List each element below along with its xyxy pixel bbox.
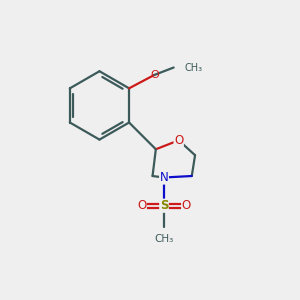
Text: S: S [160,199,168,212]
Text: O: O [182,199,191,212]
Text: CH₃: CH₃ [184,62,202,73]
Text: O: O [150,70,159,80]
Text: N: N [160,171,168,184]
Text: CH₃: CH₃ [154,234,174,244]
Text: O: O [137,199,146,212]
Text: O: O [174,134,183,147]
